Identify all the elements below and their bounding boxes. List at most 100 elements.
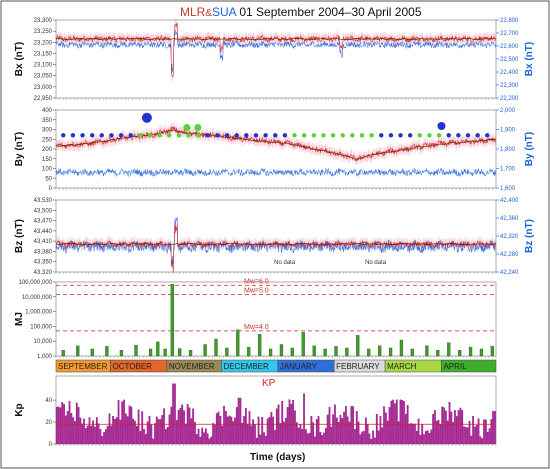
kp-bar <box>372 430 375 445</box>
bx-panel: 23,300 23,250 23,200 23,150 23,100 23,050 23,0… <box>14 17 535 102</box>
energy-bar <box>479 348 484 357</box>
kp-bar <box>292 399 295 445</box>
bz-rtick-label: 42,280 <box>500 252 519 258</box>
kp-bar <box>117 400 120 445</box>
kp-bar <box>443 407 445 445</box>
bz-rtick-label: 42,320 <box>500 234 519 240</box>
x-axis-label: Time (days) <box>250 452 305 463</box>
by-ltick-label: 400 <box>42 108 53 114</box>
kp-bar <box>177 409 180 445</box>
kp-bar <box>306 433 309 445</box>
kp-ltick-label: 20 <box>45 420 52 426</box>
kp-bar <box>168 414 171 445</box>
kp-bar <box>226 416 229 445</box>
bz-ltick-label: 43,470 <box>34 219 53 225</box>
energy-bar <box>257 333 262 357</box>
kp-bar <box>357 421 360 445</box>
kp-bar <box>366 424 369 445</box>
kp-bar <box>312 422 315 445</box>
energy-bar <box>76 345 80 357</box>
kp-bar <box>321 435 324 445</box>
by-blue-dot <box>263 133 268 138</box>
kp-bar <box>64 415 67 445</box>
by-blue-dot <box>234 133 239 138</box>
kp-bar <box>315 419 318 445</box>
by-green-dot <box>167 133 172 138</box>
energy-bar <box>436 349 440 357</box>
bz-rtick-label: 42,360 <box>500 216 519 222</box>
kp-bar <box>272 416 275 445</box>
kp-bar <box>192 408 195 445</box>
bx-rtick-label: 22,700 <box>500 31 519 37</box>
kp-bar <box>230 416 233 445</box>
kp-title: KP <box>262 378 276 389</box>
energy-bar <box>225 347 229 357</box>
bx-rtick-label: 22,500 <box>500 57 519 63</box>
kp-bar <box>248 411 251 445</box>
energy-ltick-label: 10,000,000 <box>22 295 53 301</box>
by-blue-dot <box>485 133 490 138</box>
kp-bar <box>308 432 311 445</box>
kp-bar <box>335 417 338 445</box>
kp-bar <box>359 434 362 445</box>
title-sep: & <box>205 8 212 19</box>
bz-panel: 43,530 43,500 43,470 43,440 43,410 43,380 43,3… <box>14 198 535 278</box>
kp-bar <box>430 429 433 445</box>
kp-ltick-label: 0 <box>49 442 53 448</box>
by-green-dot <box>301 133 307 138</box>
by-ltick-label: 100 <box>42 167 53 173</box>
by-rtick-label: 1,900 <box>500 128 516 134</box>
kp-bar <box>481 438 484 445</box>
bx-mlr-band <box>56 17 496 82</box>
kp-bar <box>161 415 164 445</box>
kp-bar <box>355 411 358 445</box>
by-green-dot <box>417 133 423 138</box>
kp-bar <box>283 421 285 445</box>
kp-bar <box>159 419 162 445</box>
by-blue-dot <box>61 133 66 138</box>
kp-bar <box>250 425 253 445</box>
by-blue-dot <box>398 133 403 138</box>
kp-bar <box>206 433 209 445</box>
bz-ylabel-right: Bz (nT) <box>524 219 535 253</box>
chart-title: MLR&SUA 01 September 2004–30 April 2005 <box>180 5 422 19</box>
by-ylabel-right: By (nT) <box>524 132 535 166</box>
kp-bar <box>99 429 102 445</box>
by-blue-dot <box>80 133 85 138</box>
kp-bar <box>361 431 364 445</box>
kp-bar <box>474 426 476 445</box>
kp-bar <box>92 420 95 445</box>
energy-bar <box>188 349 193 357</box>
by-panel: 400 350 300 250 200 150 100 50 0 2,000 1,900 1,800 1… <box>14 108 535 192</box>
by-rtick-label: 1,600 <box>500 186 516 192</box>
kp-bar <box>61 402 64 445</box>
kp-bar <box>94 426 96 445</box>
bz-mlr-series <box>55 224 497 273</box>
kp-bar <box>408 424 411 445</box>
energy-bar <box>312 345 316 357</box>
kp-bar <box>310 416 313 445</box>
kp-bar <box>455 416 458 445</box>
bz-ltick-label: 43,350 <box>34 260 53 266</box>
kp-bar <box>228 415 231 445</box>
kp-bar <box>246 423 249 445</box>
kp-bar <box>86 425 89 445</box>
kp-bar <box>95 417 98 445</box>
kp-bar <box>170 406 173 445</box>
by-blue-dot <box>456 133 461 138</box>
kp-bar <box>268 416 271 445</box>
kp-bar <box>348 421 351 445</box>
kp-bar <box>346 416 349 445</box>
kp-bar <box>239 397 242 445</box>
kp-bar <box>255 437 258 445</box>
kp-bar <box>124 413 127 445</box>
kp-bar <box>217 411 220 445</box>
by-blue-dot <box>273 133 278 138</box>
energy-bar <box>290 347 295 357</box>
bx-rtick-label: 22,800 <box>500 18 519 24</box>
kp-bar <box>279 423 282 445</box>
energy-bar <box>247 346 251 357</box>
kp-bar <box>155 416 158 445</box>
energy-bar <box>156 341 160 357</box>
kp-bar <box>423 434 425 445</box>
